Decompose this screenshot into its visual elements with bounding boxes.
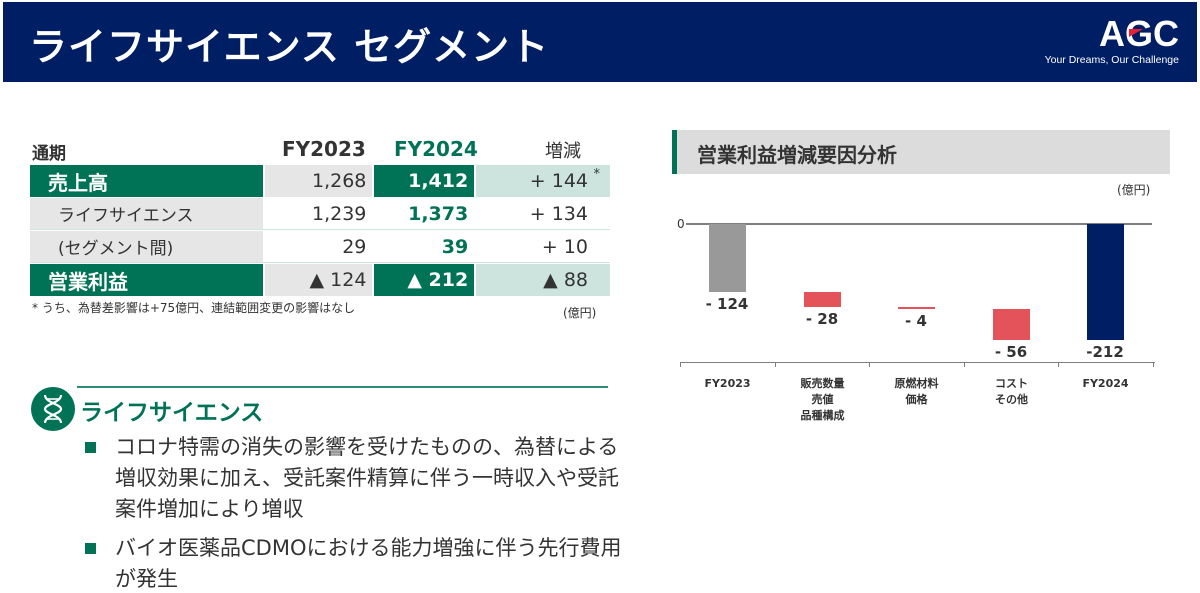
logo-tagline: Your Dreams, Our Challenge xyxy=(1044,54,1179,66)
chart-bar xyxy=(1086,224,1124,340)
table-row-intersegment: (セグメント間) 29 39 + 10 xyxy=(30,231,610,263)
x-category: 原燃材料 価格 xyxy=(894,377,939,406)
row-label: ライフサイエンス xyxy=(30,198,263,229)
footnote-mark: * xyxy=(593,167,601,182)
chart-bar xyxy=(897,307,935,310)
bar-value-label: - 56 xyxy=(994,343,1028,361)
dna-icon xyxy=(31,387,75,431)
change-value: ▲ 88 xyxy=(476,264,610,296)
section-divider xyxy=(77,386,608,388)
fy2024-value: 39 xyxy=(441,235,469,258)
square-bullet-icon xyxy=(85,543,96,554)
table-unit: (億円) xyxy=(563,306,597,320)
period-header: 通期 xyxy=(32,144,66,164)
fy2024-value: 1,373 xyxy=(408,202,469,225)
axis-tick xyxy=(680,362,681,367)
axis-tick xyxy=(869,362,870,367)
axis-tick xyxy=(775,362,776,367)
page-title: ライフサイエンス セグメント xyxy=(29,25,550,69)
chart-bar xyxy=(803,291,841,308)
page-header: ライフサイエンス セグメント AGC Your Dreams, Our Chal… xyxy=(3,2,1197,82)
bullet-list: コロナ特需の消失の影響を受けたものの、為替による増収効果に加え、受託案件精算に伴… xyxy=(85,432,625,593)
x-category: FY2023 xyxy=(704,377,751,390)
change-value: + 134 xyxy=(529,202,588,225)
bar-value-label: - 4 xyxy=(905,312,927,331)
section-title: ライフサイエンス xyxy=(80,400,264,426)
fy2023-header: FY2023 xyxy=(282,137,366,161)
axis-tick xyxy=(964,362,965,367)
chart-unit: (億円) xyxy=(1117,183,1151,197)
table-row-operating-profit: 営業利益 ▲ 124 ▲ 212 ▲ 88 xyxy=(30,264,610,296)
table-row-net-sales: 売上高 1,268 1,412 + 144 * xyxy=(30,165,610,197)
logo-red-accent-icon xyxy=(1129,29,1143,37)
bullet-item: コロナ特需の消失の影響を受けたものの、為替による増収効果に加え、受託案件精算に伴… xyxy=(85,432,625,525)
row-label: 営業利益 xyxy=(30,264,263,296)
fy2023-value: ▲ 124 xyxy=(264,264,373,296)
x-category: 販売数量 売値 品種構成 xyxy=(800,377,845,422)
table-footnote: * うち、為替差影響は+75億円、連結範囲変更の影響はなし xyxy=(32,301,356,315)
row-label: 売上高 xyxy=(30,165,263,197)
x-category: コスト その他 xyxy=(995,377,1028,406)
chart-header: 営業利益増減要因分析 xyxy=(672,130,1170,174)
chart-title: 営業利益増減要因分析 xyxy=(697,143,897,167)
fy2023-value: 1,268 xyxy=(264,165,373,197)
bullet-item: バイオ医薬品CDMOにおける能力増強に伴う先行費用が発生 xyxy=(85,533,625,593)
chart-bar xyxy=(992,309,1030,340)
fy2024-value: ▲ 212 xyxy=(374,264,475,296)
fy2023-value: 29 xyxy=(342,235,367,258)
zero-baseline xyxy=(686,223,1152,225)
bar-value-label: -212 xyxy=(1086,343,1124,361)
fy2023-value: 1,239 xyxy=(311,202,367,225)
change-value: + 10 xyxy=(541,235,588,258)
x-category: FY2024 xyxy=(1082,377,1129,390)
table-header: 通期 FY2023 FY2024 増減 xyxy=(30,133,610,165)
x-axis xyxy=(680,362,1155,363)
zero-axis-label: 0 xyxy=(677,217,685,231)
change-value: + 144 * xyxy=(476,165,610,197)
bar-value-label: - 124 xyxy=(705,294,749,313)
row-label: (セグメント間) xyxy=(30,231,263,262)
bar-value-label: - 28 xyxy=(805,310,839,329)
agc-logo: AGC Your Dreams, Our Challenge xyxy=(1044,13,1179,67)
axis-tick xyxy=(1153,362,1154,367)
financial-table: 通期 FY2023 FY2024 増減 売上高 1,268 1,412 + 14… xyxy=(30,133,610,297)
chart-bar xyxy=(708,224,746,292)
fy2024-value: 1,412 xyxy=(374,165,475,197)
change-header: 増減 xyxy=(545,141,581,162)
square-bullet-icon xyxy=(85,442,96,453)
table-row-life-science: ライフサイエンス 1,239 1,373 + 134 xyxy=(30,198,610,230)
fy2024-header: FY2024 xyxy=(394,137,478,161)
logo-mark: AGC xyxy=(1099,13,1179,54)
axis-tick xyxy=(1058,362,1059,367)
